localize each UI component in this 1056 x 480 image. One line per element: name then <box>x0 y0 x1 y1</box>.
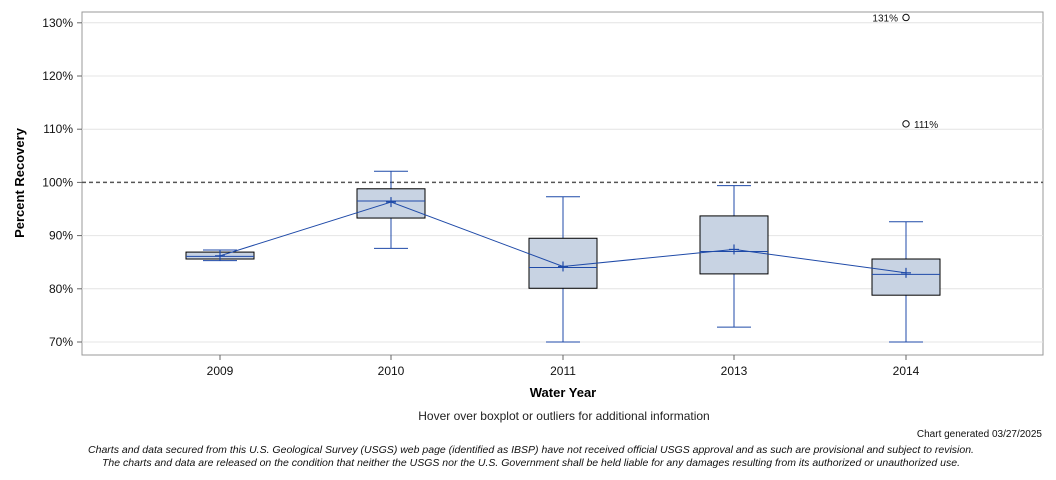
outlier-point[interactable] <box>902 120 910 128</box>
y-axis-ticks: 70% 80% 90% 100% 110% 120% 130% <box>42 16 82 349</box>
x-tick-label: 2013 <box>721 364 748 378</box>
x-tick-label: 2014 <box>893 364 920 378</box>
boxplot-2010[interactable] <box>356 170 426 249</box>
outlier-point[interactable] <box>902 13 910 22</box>
outlier-group[interactable]: 131% 111% <box>872 13 938 130</box>
x-tick-label: 2010 <box>378 364 405 378</box>
y-tick-label: 120% <box>42 69 73 83</box>
disclaimer-line-2: The charts and data are released on the … <box>102 457 960 469</box>
box-iqr[interactable] <box>871 258 941 296</box>
y-axis-label: Percent Recovery <box>12 127 27 238</box>
x-tick-label: 2011 <box>550 364 576 378</box>
chart-generated-date: Chart generated 03/27/2025 <box>916 429 1042 440</box>
x-axis-label: Water Year <box>530 385 597 400</box>
outlier-label: 111% <box>914 120 938 131</box>
x-tick-label: 2009 <box>207 364 234 378</box>
y-tick-label: 130% <box>42 16 73 30</box>
x-axis-ticks: 2009 2010 2011 2013 2014 <box>207 355 920 378</box>
y-tick-label: 80% <box>49 282 73 296</box>
y-tick-label: 70% <box>49 335 73 349</box>
boxplot-2013[interactable] <box>699 185 769 328</box>
y-tick-label: 110% <box>43 122 73 136</box>
outlier-label: 131% <box>872 13 898 24</box>
boxplot-2014[interactable] <box>871 221 941 343</box>
mean-trend-line <box>219 201 907 274</box>
mean-trend-line-group <box>219 201 907 274</box>
hover-hint: Hover over boxplot or outliers for addit… <box>418 409 710 423</box>
boxplot-2011[interactable] <box>528 196 598 343</box>
boxplot-chart: 70%80%90%100%110%120%130% 2009 2010 2011 20… <box>12 11 1044 400</box>
y-tick-label: 90% <box>49 229 73 243</box>
y-tick-label: 100% <box>42 175 73 189</box>
box-iqr[interactable] <box>356 188 426 219</box>
disclaimer-line-1: Charts and data secured from this U.S. G… <box>88 444 974 456</box>
